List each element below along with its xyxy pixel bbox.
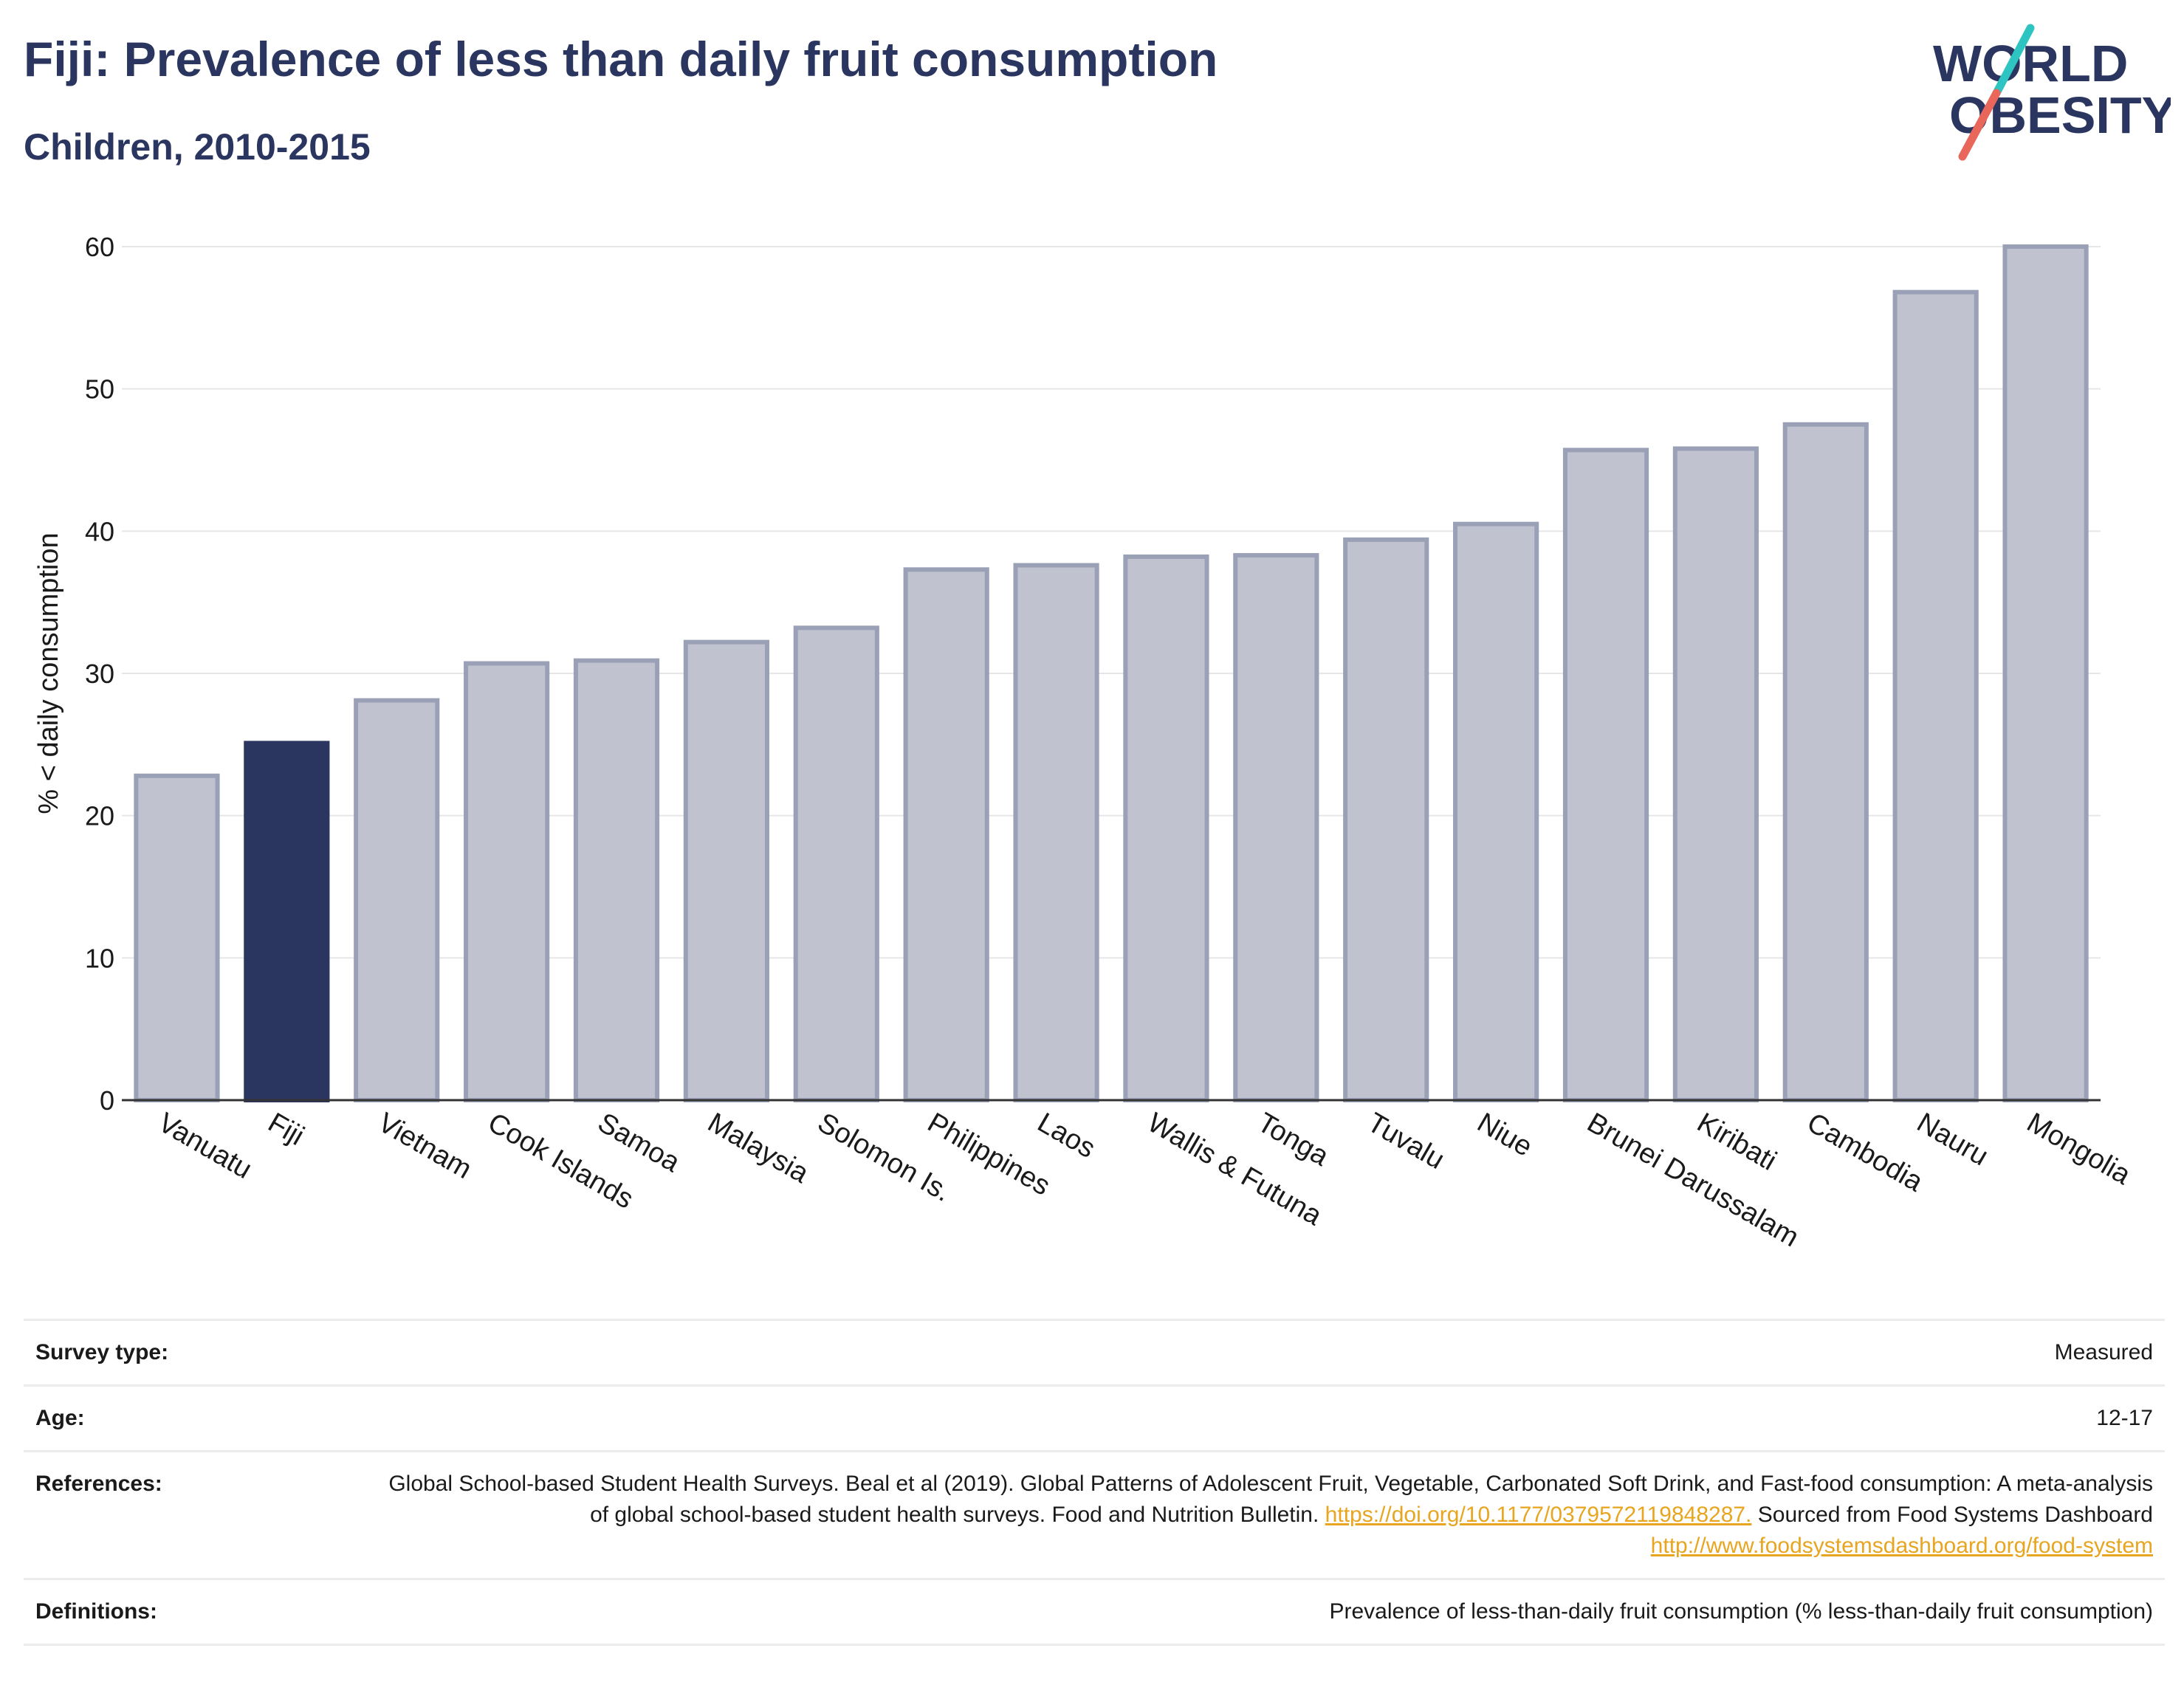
logo-slash-teal <box>1992 24 2035 97</box>
bar-kiribati <box>1672 446 1759 1102</box>
meta-row-references: References: Global School-based Student … <box>24 1450 2165 1579</box>
age-value: 12-17 <box>357 1384 2165 1452</box>
y-tick-label-60: 60 <box>85 232 114 262</box>
x-tick-label-nauru: Nauru <box>1912 1107 1994 1172</box>
bar-solomon-is <box>793 625 879 1102</box>
doi-link[interactable]: https://doi.org/10.1177/0379572119848287… <box>1325 1503 1752 1527</box>
x-tick-label-malaysia: Malaysia <box>702 1107 814 1189</box>
bar-niue <box>1453 521 1539 1102</box>
y-axis-ticks: 0 10 20 30 40 50 60 <box>85 232 114 1116</box>
bar-cambodia <box>1782 422 1869 1102</box>
bar-vietnam <box>354 698 440 1102</box>
bar-philippines <box>903 567 989 1102</box>
bar-wallis-futuna <box>1123 555 1209 1102</box>
y-tick-label-20: 20 <box>85 801 114 831</box>
x-tick-label-tuvalu: Tuvalu <box>1362 1107 1450 1175</box>
x-tick-label-vanuatu: Vanuatu <box>153 1107 257 1185</box>
logo-slash-coral <box>1958 89 2001 161</box>
x-tick-label-niue: Niue <box>1472 1107 1538 1162</box>
meta-row-age: Age: 12-17 <box>24 1384 2165 1452</box>
bars <box>134 244 2089 1102</box>
references-label: References: <box>24 1450 357 1579</box>
logo-line-1: WORLD <box>1933 35 2128 92</box>
bar-mongolia <box>2002 244 2089 1102</box>
x-tick-label-tonga: Tonga <box>1252 1107 1334 1173</box>
bar-laos <box>1013 563 1099 1102</box>
meta-row-survey-type: Survey type: Measured <box>24 1319 2165 1386</box>
x-tick-label-fiji: Fiji <box>263 1107 309 1152</box>
food-systems-dashboard-link[interactable]: http://www.foodsystemsdashboard.org/food… <box>1650 1534 2153 1558</box>
definitions-label: Definitions: <box>24 1578 357 1646</box>
bar-samoa <box>573 658 660 1102</box>
x-tick-label-mongolia: Mongolia <box>2022 1107 2136 1191</box>
bar-tuvalu <box>1343 537 1429 1102</box>
meta-row-definitions: Definitions: Prevalence of less-than-dai… <box>24 1578 2165 1646</box>
y-tick-label-10: 10 <box>85 943 114 973</box>
bar-fiji <box>244 741 330 1102</box>
bar-tonga <box>1233 553 1319 1102</box>
bar-cook-islands <box>464 661 550 1102</box>
references-value: Global School-based Student Health Surve… <box>357 1450 2165 1579</box>
y-tick-label-50: 50 <box>85 374 114 405</box>
x-tick-label-cambodia: Cambodia <box>1802 1107 1929 1198</box>
x-tick-label-kiribati: Kiribati <box>1692 1107 1782 1176</box>
survey-type-value: Measured <box>357 1319 2165 1386</box>
chart-subtitle: Children, 2010-2015 <box>24 126 371 168</box>
bar-vanuatu <box>134 773 220 1102</box>
references-text-2: Sourced from Food Systems Dashboard <box>1757 1503 2153 1527</box>
x-tick-label-brunei-darussalam: Brunei Darussalam <box>1582 1107 1804 1253</box>
x-tick-label-vietnam: Vietnam <box>373 1107 477 1185</box>
y-axis-title: % < daily consumption <box>33 532 64 814</box>
x-tick-label-laos: Laos <box>1032 1107 1100 1164</box>
y-tick-label-0: 0 <box>100 1085 114 1116</box>
y-tick-label-40: 40 <box>85 516 114 546</box>
world-obesity-logo: WORLD OBESITY <box>1933 24 2171 161</box>
bar-brunei-darussalam <box>1562 447 1649 1102</box>
metadata-table: Survey type: Measured Age: 12-17 Referen… <box>24 1319 2165 1646</box>
x-tick-label-samoa: Samoa <box>593 1107 686 1178</box>
grid-lines <box>122 246 2101 959</box>
y-tick-label-30: 30 <box>85 659 114 689</box>
bar-nauru <box>1892 289 1979 1102</box>
bar-malaysia <box>683 639 769 1102</box>
references-text-1: Global School-based Student Health Surve… <box>388 1472 2153 1527</box>
chart-title: Fiji: Prevalence of less than daily frui… <box>24 32 1218 86</box>
age-label: Age: <box>24 1384 357 1452</box>
definitions-value: Prevalence of less-than-daily fruit cons… <box>357 1578 2165 1646</box>
survey-type-label: Survey type: <box>24 1319 357 1386</box>
